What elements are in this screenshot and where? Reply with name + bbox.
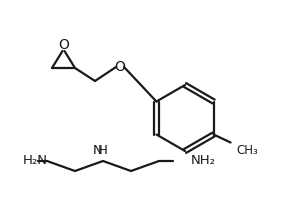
Text: NH₂: NH₂ xyxy=(191,153,216,167)
Text: H₂N: H₂N xyxy=(23,153,48,167)
Text: CH₃: CH₃ xyxy=(237,145,258,157)
Text: N: N xyxy=(93,143,103,157)
Text: O: O xyxy=(58,38,69,52)
Text: O: O xyxy=(114,60,125,74)
Text: H: H xyxy=(98,143,108,157)
